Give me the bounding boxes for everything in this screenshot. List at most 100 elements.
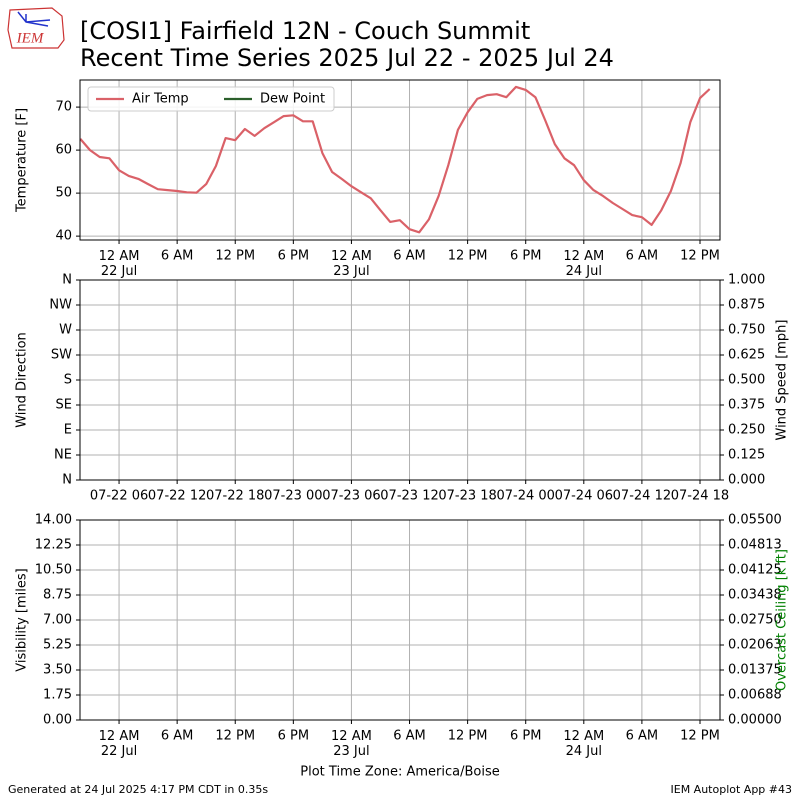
logo: IEM — [7, 7, 65, 49]
y-axis-label: Wind Direction — [15, 332, 30, 428]
y2-tick-label: 1.000 — [728, 273, 765, 288]
y-tick-label: SW — [51, 348, 72, 363]
x-tick-label: 07-22 18 — [206, 489, 264, 504]
x-tick-label: 07-23 06 — [322, 489, 380, 504]
legend-box — [87, 86, 335, 112]
x-tick-label: 12 PM — [448, 729, 488, 744]
x-tick-label: 12 AM 22 Jul — [99, 729, 140, 759]
tick-label-line: 22 Jul — [101, 264, 137, 279]
y-tick-label: 40 — [55, 229, 72, 244]
chart-subtitle: Recent Time Series 2025 Jul 22 - 2025 Ju… — [80, 44, 614, 72]
x-tick-label: 07-22 06 — [90, 489, 148, 504]
x-tick-label: 07-24 06 — [555, 489, 613, 504]
y-tick-label: 5.25 — [43, 638, 72, 653]
x-tick-label: 07-23 18 — [438, 489, 496, 504]
tick-label-line: 24 Jul — [566, 744, 602, 759]
y-tick-label: 60 — [55, 143, 72, 158]
y2-tick-label: 0.00000 — [728, 713, 782, 728]
x-tick-label: 12 AM 24 Jul — [563, 249, 604, 279]
tick-label-line: 23 Jul — [333, 744, 369, 759]
y2-tick-label: 0.01375 — [728, 663, 782, 678]
tick-label-line: 12 AM — [331, 729, 372, 744]
footer-generated: Generated at 24 Jul 2025 4:17 PM CDT in … — [8, 783, 268, 796]
plot-frame — [79, 79, 721, 241]
y2-tick-label: 0.625 — [728, 348, 765, 363]
x-tick-label: 6 AM — [161, 729, 194, 744]
x-tick-label: 6 AM — [626, 729, 659, 744]
y2-axis-label: Wind Speed [mph] — [775, 320, 790, 441]
x-tick-label: 6 AM — [161, 249, 194, 264]
x-tick-label: 12 PM — [215, 729, 255, 744]
y2-tick-label: 0.500 — [728, 373, 765, 388]
y2-tick-label: 0.03438 — [728, 588, 782, 603]
y2-tick-label: 0.125 — [728, 448, 765, 463]
x-tick-label: 12 AM 24 Jul — [563, 729, 604, 759]
y-tick-label: 7.00 — [43, 613, 72, 628]
y-tick-label: SE — [56, 398, 72, 413]
y-tick-label: 0.00 — [43, 713, 72, 728]
y-tick-label: W — [59, 323, 72, 338]
x-tick-label: 12 AM 23 Jul — [331, 729, 372, 759]
y-tick-label: NW — [49, 298, 72, 313]
x-tick-label: 6 PM — [278, 249, 309, 264]
legend-label: Air Temp — [132, 92, 189, 107]
panel: 07-22 06 07-22 12 07-22 18 07-23 00 07-23 06… — [15, 273, 790, 504]
x-tick-label: 12 PM — [448, 249, 488, 264]
plot-frame — [79, 279, 721, 481]
footer-app: IEM Autoplot App #43 — [671, 783, 793, 796]
y2-tick-label: 0.250 — [728, 423, 765, 438]
y2-tick-label: 0.02750 — [728, 613, 782, 628]
x-tick-label: 6 AM — [393, 249, 426, 264]
tick-label-line: 22 Jul — [101, 744, 137, 759]
tick-label-line: 12 AM — [331, 249, 372, 264]
y-tick-label: 50 — [55, 186, 72, 201]
series-line — [79, 85, 711, 234]
y-tick-label: 3.50 — [43, 663, 72, 678]
y2-tick-label: 0.750 — [728, 323, 765, 338]
y2-tick-label: 0.04125 — [728, 563, 782, 578]
y-tick-label: 14.00 — [35, 513, 72, 528]
y-tick-label: 8.75 — [43, 588, 72, 603]
legend-label: Dew Point — [260, 92, 325, 107]
y2-tick-label: 0.02063 — [728, 638, 782, 653]
tick-label-line: 12 AM — [563, 249, 604, 264]
y2-tick-label: 0.04813 — [728, 538, 782, 553]
tick-label-line: 12 AM — [563, 729, 604, 744]
y-tick-label: NE — [54, 448, 72, 463]
y2-tick-label: 0.05500 — [728, 513, 782, 528]
tick-label-line: 12 AM — [99, 729, 140, 744]
x-tick-label: 07-24 18 — [671, 489, 729, 504]
y-tick-label: N — [62, 473, 72, 488]
chart-title: [COSI1] Fairfield 12N - Couch Summit — [80, 17, 530, 45]
x-tick-label: 07-24 00 — [496, 489, 554, 504]
tick-label-line: 12 AM — [99, 249, 140, 264]
x-tick-label: 12 PM — [215, 249, 255, 264]
y-tick-label: 1.75 — [43, 688, 72, 703]
logo-symbol — [17, 11, 51, 27]
x-tick-label: 6 PM — [510, 729, 541, 744]
x-tick-label: 6 AM — [393, 729, 426, 744]
y-tick-label: N — [62, 273, 72, 288]
x-tick-label: 07-23 00 — [264, 489, 322, 504]
y-tick-label: 12.25 — [35, 538, 72, 553]
y2-tick-label: 0.00688 — [728, 688, 782, 703]
y2-tick-label: 0.375 — [728, 398, 765, 413]
x-tick-label: 6 PM — [510, 249, 541, 264]
y-axis-label: Visibility [miles] — [15, 568, 30, 671]
x-tick-label: 12 AM 22 Jul — [99, 249, 140, 279]
y-tick-label: 10.50 — [35, 563, 72, 578]
x-tick-label: 12 AM 23 Jul — [331, 249, 372, 279]
x-tick-label: 12 PM — [680, 249, 720, 264]
y2-tick-label: 0.000 — [728, 473, 765, 488]
x-tick-label: 07-24 12 — [613, 489, 671, 504]
x-tick-label: 07-22 12 — [148, 489, 206, 504]
y2-tick-label: 0.875 — [728, 298, 765, 313]
plot-frame — [79, 519, 721, 721]
x-tick-label: 07-23 12 — [380, 489, 438, 504]
x-axis-label: Plot Time Zone: America/Boise — [300, 765, 499, 780]
tick-label-line: 24 Jul — [566, 264, 602, 279]
y-tick-label: S — [64, 373, 72, 388]
